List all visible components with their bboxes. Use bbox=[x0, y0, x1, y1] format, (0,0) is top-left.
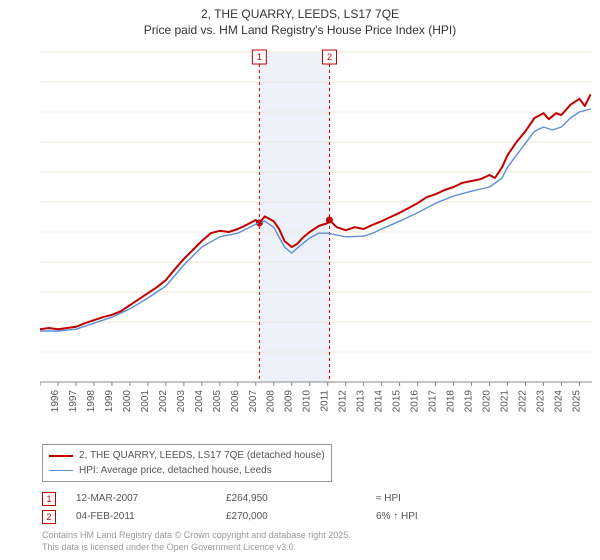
transaction-row-1: 1 12-MAR-2007 £264,950 ≈ HPI bbox=[42, 490, 590, 508]
svg-text:2004: 2004 bbox=[194, 390, 205, 413]
transaction-delta-2: 6% ↑ HPI bbox=[376, 508, 418, 526]
transaction-delta-1: ≈ HPI bbox=[376, 490, 401, 508]
svg-text:2: 2 bbox=[327, 52, 332, 62]
transaction-price-1: £264,950 bbox=[226, 490, 376, 508]
svg-text:1998: 1998 bbox=[86, 390, 97, 413]
svg-text:2025: 2025 bbox=[571, 390, 582, 413]
svg-text:1999: 1999 bbox=[104, 390, 115, 413]
svg-text:2001: 2001 bbox=[140, 390, 151, 413]
svg-text:2015: 2015 bbox=[392, 390, 403, 413]
svg-text:2016: 2016 bbox=[410, 390, 421, 413]
transaction-date-2: 04-FEB-2011 bbox=[76, 508, 226, 526]
svg-text:2002: 2002 bbox=[158, 390, 169, 413]
svg-text:2007: 2007 bbox=[248, 390, 259, 413]
svg-text:2012: 2012 bbox=[338, 390, 349, 413]
svg-text:1: 1 bbox=[257, 52, 262, 62]
transaction-marker-2: 2 bbox=[42, 510, 56, 524]
legend-row-property: 2, THE QUARRY, LEEDS, LS17 7QE (detached… bbox=[49, 448, 325, 463]
title-subtitle: Price paid vs. HM Land Registry's House … bbox=[0, 22, 600, 38]
svg-text:2018: 2018 bbox=[446, 390, 457, 413]
svg-text:2011: 2011 bbox=[320, 390, 331, 412]
svg-text:2006: 2006 bbox=[230, 390, 241, 413]
svg-text:1996: 1996 bbox=[50, 390, 61, 413]
transaction-table: 1 12-MAR-2007 £264,950 ≈ HPI 2 04-FEB-20… bbox=[42, 490, 590, 526]
svg-text:2017: 2017 bbox=[428, 390, 439, 413]
transaction-marker-1: 1 bbox=[42, 492, 56, 506]
chart-title: 2, THE QUARRY, LEEDS, LS17 7QE Price pai… bbox=[0, 0, 600, 38]
svg-text:2005: 2005 bbox=[212, 390, 223, 413]
footer-attribution: Contains HM Land Registry data © Crown c… bbox=[42, 530, 590, 553]
svg-text:2009: 2009 bbox=[284, 390, 295, 413]
svg-text:2019: 2019 bbox=[464, 390, 475, 413]
svg-text:2013: 2013 bbox=[356, 390, 367, 413]
svg-text:1997: 1997 bbox=[68, 390, 79, 413]
svg-text:2020: 2020 bbox=[482, 390, 493, 413]
svg-text:2010: 2010 bbox=[302, 390, 313, 413]
legend-box: 2, THE QUARRY, LEEDS, LS17 7QE (detached… bbox=[42, 444, 332, 482]
svg-text:2000: 2000 bbox=[122, 390, 133, 413]
legend-label-property: 2, THE QUARRY, LEEDS, LS17 7QE (detached… bbox=[79, 448, 325, 463]
legend-swatch-property bbox=[49, 455, 73, 457]
svg-text:2014: 2014 bbox=[374, 390, 385, 413]
svg-text:2023: 2023 bbox=[535, 390, 546, 413]
svg-text:2022: 2022 bbox=[517, 390, 528, 413]
svg-text:2003: 2003 bbox=[176, 390, 187, 413]
svg-text:2008: 2008 bbox=[266, 390, 277, 413]
line-chart: £0£50K£100K£150K£200K£250K£300K£350K£400… bbox=[40, 42, 592, 414]
transaction-price-2: £270,000 bbox=[226, 508, 376, 526]
transaction-date-1: 12-MAR-2007 bbox=[76, 490, 226, 508]
svg-text:2021: 2021 bbox=[499, 390, 510, 413]
footer-line-1: Contains HM Land Registry data © Crown c… bbox=[42, 530, 590, 542]
legend-and-footer: 2, THE QUARRY, LEEDS, LS17 7QE (detached… bbox=[42, 444, 590, 553]
footer-line-2: This data is licensed under the Open Gov… bbox=[42, 542, 590, 554]
transaction-row-2: 2 04-FEB-2011 £270,000 6% ↑ HPI bbox=[42, 508, 590, 526]
legend-swatch-hpi bbox=[49, 470, 73, 471]
title-address: 2, THE QUARRY, LEEDS, LS17 7QE bbox=[0, 6, 600, 22]
svg-text:2024: 2024 bbox=[553, 390, 564, 413]
svg-text:1995: 1995 bbox=[40, 390, 43, 413]
legend-row-hpi: HPI: Average price, detached house, Leed… bbox=[49, 463, 325, 478]
legend-label-hpi: HPI: Average price, detached house, Leed… bbox=[79, 463, 272, 478]
